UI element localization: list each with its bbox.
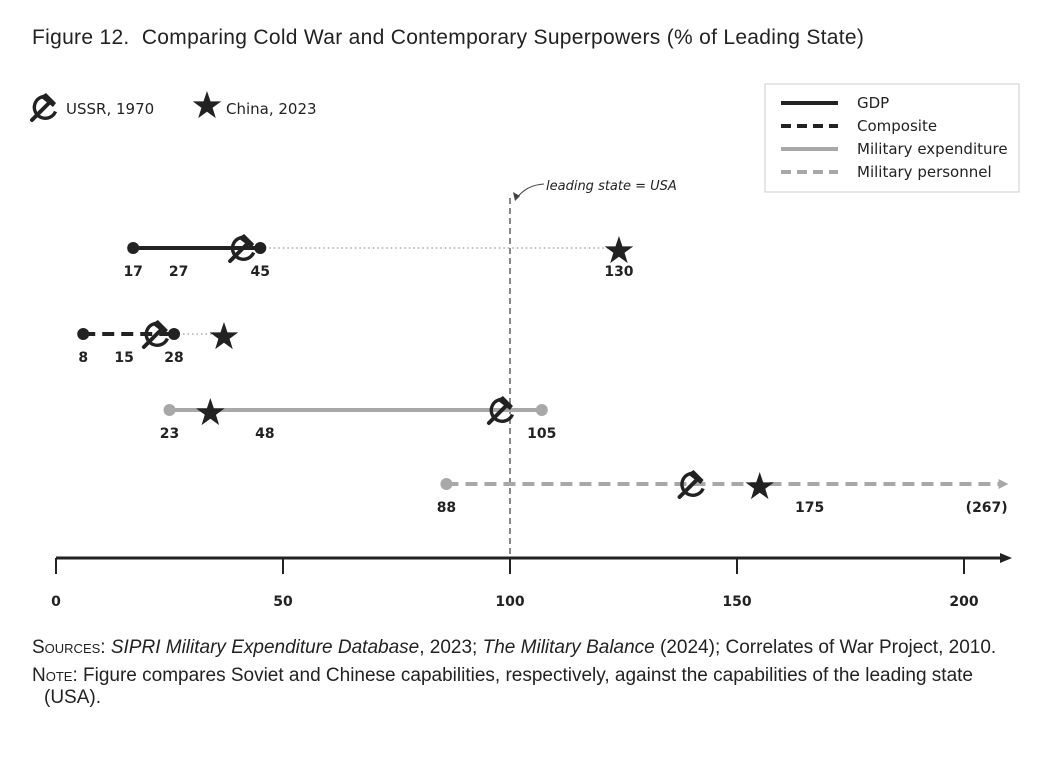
figure-title: Figure 12. Comparing Cold War and Contem… bbox=[32, 26, 864, 50]
military-personnel-value-label: (267) bbox=[966, 500, 1008, 516]
chart-title: Comparing Cold War and Contemporary Supe… bbox=[141, 26, 865, 49]
series-gdp: 17 27 45 130 bbox=[123, 232, 634, 280]
composite-value-label: 8 bbox=[78, 350, 88, 366]
composite-start-point bbox=[77, 328, 90, 340]
figure-note: Note: Figure compares Soviet and Chinese… bbox=[32, 665, 1032, 709]
gdp-ussr-icon bbox=[228, 232, 257, 263]
chart: USSR, 1970 China, 2023 GDP Composite Mil… bbox=[30, 83, 1020, 610]
reference-line-pointer bbox=[515, 183, 545, 200]
gdp-value-label: 45 bbox=[251, 264, 270, 280]
sources-label: Sources bbox=[32, 637, 101, 658]
gdp-value-label: 130 bbox=[604, 264, 633, 280]
military-expenditure-value-label: 48 bbox=[255, 426, 274, 442]
military-expenditure-value-label: 23 bbox=[160, 426, 179, 442]
sources-note: Sources: SIPRI Military Expenditure Data… bbox=[32, 637, 997, 658]
military-expenditure-value-label: 105 bbox=[527, 426, 556, 442]
military-personnel-value-label: 88 bbox=[437, 500, 456, 516]
figure-label: Figure 12. bbox=[32, 26, 130, 49]
notes: Sources: SIPRI Military Expenditure Data… bbox=[32, 637, 1032, 715]
military-expenditure-end-point bbox=[535, 404, 548, 416]
legend-china-icon bbox=[192, 91, 222, 119]
sources-ref-military-balance: The Military Balance bbox=[482, 637, 655, 658]
gdp-value-label: 27 bbox=[169, 264, 188, 280]
marker-legend: USSR, 1970 China, 2023 bbox=[30, 91, 317, 122]
legend-china-label: China, 2023 bbox=[226, 100, 317, 118]
composite-china-icon bbox=[209, 322, 239, 350]
military-personnel-value-label: 175 bbox=[795, 500, 824, 516]
military-expenditure-start-point bbox=[163, 404, 176, 416]
reference-line-label: leading state = USA bbox=[546, 179, 677, 194]
military-personnel-start-point bbox=[440, 478, 453, 490]
series-military-personnel: 88 175 (267) bbox=[437, 468, 1009, 516]
x-tick-label-50: 50 bbox=[273, 594, 293, 610]
sources-ref-sipri: SIPRI Military Expenditure Database bbox=[110, 637, 420, 658]
composite-value-label: 15 bbox=[114, 350, 133, 366]
legend-gdp-label: GDP bbox=[857, 94, 889, 112]
x-tick-label-150: 150 bbox=[722, 594, 751, 610]
sources-rest: (2024); Correlates of War Project, 2010. bbox=[654, 637, 997, 658]
legend-ussr-label: USSR, 1970 bbox=[66, 100, 154, 118]
series-military-expenditure: 23 48 105 bbox=[160, 394, 556, 442]
note-label: Note bbox=[32, 665, 73, 686]
military-personnel-china-icon bbox=[745, 472, 774, 500]
legend-composite-label: Composite bbox=[857, 117, 937, 135]
reference-line-pointer-head bbox=[513, 192, 520, 201]
gdp-start-point bbox=[127, 242, 140, 254]
legend-ussr-icon bbox=[30, 91, 58, 122]
gdp-value-label: 17 bbox=[123, 264, 142, 280]
composite-value-label: 28 bbox=[164, 350, 183, 366]
x-tick-label-200: 200 bbox=[949, 594, 978, 610]
x-axis-ticks: 0 50 100 150 200 bbox=[51, 558, 979, 610]
line-legend: GDP Composite Military expenditure Milit… bbox=[764, 83, 1020, 193]
military-expenditure-china-icon bbox=[196, 398, 225, 426]
series-layer: 17 27 45 130 8 15 28 23 48 105 88 175 (267) bbox=[77, 232, 1009, 516]
legend-milexp-label: Military expenditure bbox=[857, 140, 1008, 158]
composite-ussr-icon bbox=[141, 318, 170, 349]
x-tick-label-0: 0 bbox=[51, 594, 61, 610]
sources-mid: , 2023; bbox=[419, 637, 483, 658]
series-composite: 8 15 28 bbox=[77, 318, 239, 366]
legend-milpers-label: Military personnel bbox=[857, 163, 992, 181]
gdp-china-icon bbox=[604, 236, 634, 264]
note-text: : Figure compares Soviet and Chinese cap… bbox=[44, 665, 973, 708]
military-personnel-ussr-icon bbox=[677, 468, 706, 499]
x-tick-label-100: 100 bbox=[495, 594, 524, 610]
composite-end-point bbox=[168, 328, 181, 340]
gdp-end-point bbox=[254, 242, 267, 254]
